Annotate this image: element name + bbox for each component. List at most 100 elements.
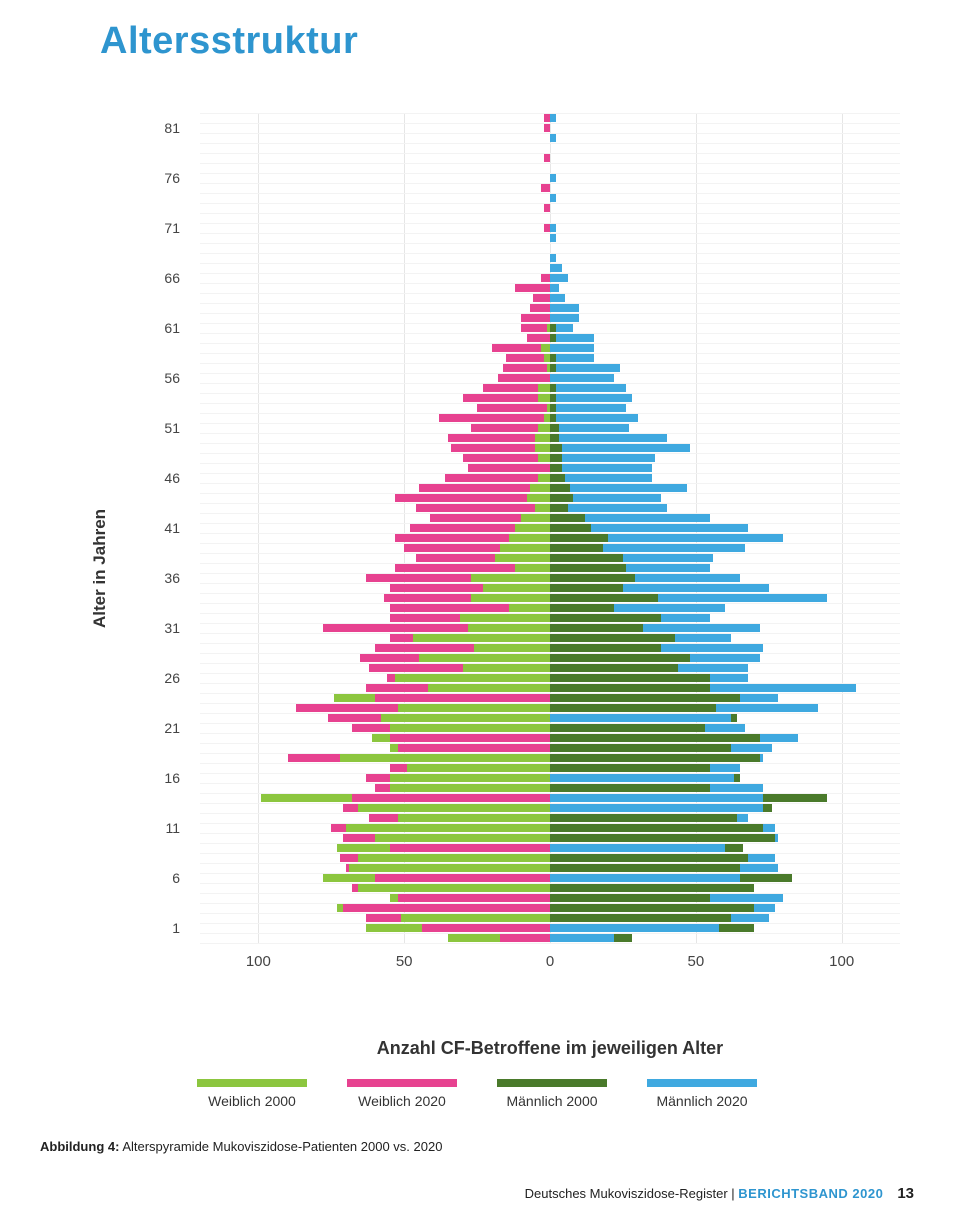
- age-row: [200, 254, 900, 262]
- age-row: [200, 284, 900, 292]
- legend-item: Männlich 2000: [497, 1079, 607, 1109]
- age-row: [200, 164, 900, 172]
- age-row: [200, 674, 900, 682]
- y-tick: 76: [40, 170, 180, 186]
- age-row: [200, 694, 900, 702]
- y-tick: 11: [40, 820, 180, 836]
- age-row: [200, 464, 900, 472]
- footer-brand: BERICHTSBAND 2020: [738, 1186, 883, 1201]
- age-row: [200, 404, 900, 412]
- y-tick: 36: [40, 570, 180, 586]
- age-row: [200, 124, 900, 132]
- age-row: [200, 644, 900, 652]
- age-row: [200, 134, 900, 142]
- y-tick: 56: [40, 370, 180, 386]
- y-tick: 66: [40, 270, 180, 286]
- caption-text: Alterspyramide Mukoviszidose-Patienten 2…: [119, 1139, 442, 1154]
- age-row: [200, 184, 900, 192]
- age-row: [200, 244, 900, 252]
- legend-swatch: [647, 1079, 757, 1087]
- age-row: [200, 454, 900, 462]
- page-footer: Deutsches Mukoviszidose-Register | BERIC…: [525, 1185, 914, 1202]
- legend-label: Männlich 2000: [506, 1093, 597, 1109]
- y-tick: 71: [40, 220, 180, 236]
- age-row: [200, 544, 900, 552]
- age-row: [200, 344, 900, 352]
- age-row: [200, 894, 900, 902]
- age-row: [200, 554, 900, 562]
- age-row: [200, 684, 900, 692]
- age-row: [200, 904, 900, 912]
- y-tick: 16: [40, 770, 180, 786]
- age-row: [200, 334, 900, 342]
- age-row: [200, 444, 900, 452]
- x-tick: 50: [687, 953, 704, 970]
- age-row: [200, 844, 900, 852]
- legend-item: Männlich 2020: [647, 1079, 757, 1109]
- age-row: [200, 854, 900, 862]
- x-tick: 50: [396, 953, 413, 970]
- age-row: [200, 574, 900, 582]
- legend-swatch: [197, 1079, 307, 1087]
- age-row: [200, 114, 900, 122]
- age-row: [200, 634, 900, 642]
- legend-swatch: [347, 1079, 457, 1087]
- y-tick: 41: [40, 520, 180, 536]
- age-row: [200, 584, 900, 592]
- age-row: [200, 884, 900, 892]
- y-tick: 46: [40, 470, 180, 486]
- age-row: [200, 704, 900, 712]
- age-row: [200, 234, 900, 242]
- y-tick: 51: [40, 420, 180, 436]
- age-row: [200, 154, 900, 162]
- age-row: [200, 414, 900, 422]
- y-tick: 21: [40, 720, 180, 736]
- age-row: [200, 714, 900, 722]
- age-row: [200, 734, 900, 742]
- y-tick: 81: [40, 120, 180, 136]
- age-pyramid-chart: 16111621263136414651566166717681 1005005…: [40, 113, 914, 983]
- age-row: [200, 394, 900, 402]
- age-row: [200, 724, 900, 732]
- x-tick: 100: [246, 953, 271, 970]
- x-tick: 100: [829, 953, 854, 970]
- age-row: [200, 764, 900, 772]
- age-row: [200, 834, 900, 842]
- age-row: [200, 874, 900, 882]
- age-row: [200, 824, 900, 832]
- age-row: [200, 754, 900, 762]
- age-row: [200, 494, 900, 502]
- legend-swatch: [497, 1079, 607, 1087]
- age-row: [200, 784, 900, 792]
- legend-label: Weiblich 2000: [208, 1093, 296, 1109]
- age-row: [200, 624, 900, 632]
- age-row: [200, 774, 900, 782]
- figure-caption: Abbildung 4: Alterspyramide Mukoviszidos…: [40, 1139, 914, 1154]
- age-row: [200, 474, 900, 482]
- legend: Weiblich 2000 Weiblich 2020 Männlich 2000 M…: [40, 1079, 914, 1109]
- age-row: [200, 354, 900, 362]
- age-row: [200, 564, 900, 572]
- age-row: [200, 524, 900, 532]
- y-axis-label: Alter in Jahren: [90, 509, 110, 628]
- age-row: [200, 264, 900, 272]
- x-axis-label: Anzahl CF-Betroffene im jeweiligen Alter: [200, 1038, 900, 1059]
- page-title: Altersstruktur: [100, 20, 914, 63]
- age-row: [200, 364, 900, 372]
- age-row: [200, 224, 900, 232]
- age-row: [200, 594, 900, 602]
- age-row: [200, 484, 900, 492]
- age-row: [200, 424, 900, 432]
- age-row: [200, 664, 900, 672]
- age-row: [200, 924, 900, 932]
- age-row: [200, 514, 900, 522]
- age-row: [200, 814, 900, 822]
- age-row: [200, 314, 900, 322]
- age-row: [200, 204, 900, 212]
- age-row: [200, 614, 900, 622]
- x-tick: 0: [546, 953, 554, 970]
- age-row: [200, 914, 900, 922]
- legend-label: Weiblich 2020: [358, 1093, 446, 1109]
- y-tick: 1: [40, 920, 180, 936]
- age-row: [200, 864, 900, 872]
